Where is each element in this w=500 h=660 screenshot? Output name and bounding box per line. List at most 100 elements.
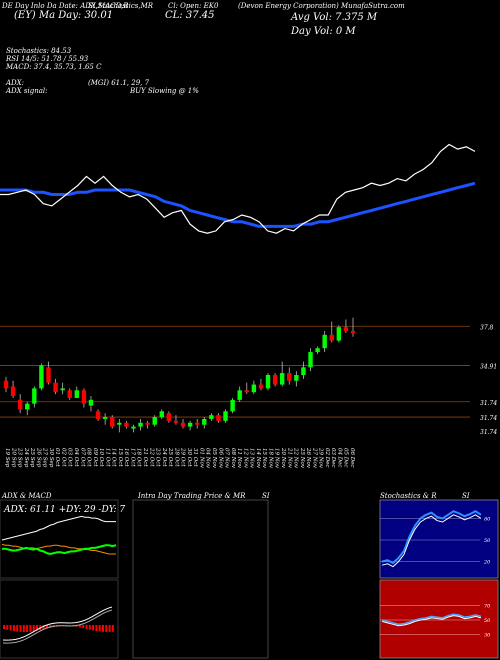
candle-body bbox=[110, 417, 115, 427]
macd-histogram-bar bbox=[45, 625, 48, 629]
x-date-label: 04 Nov bbox=[205, 448, 211, 469]
x-date-label: 19 Sep bbox=[4, 448, 10, 468]
candle-body bbox=[265, 375, 271, 389]
x-date-label: 16 Oct bbox=[123, 448, 129, 467]
level-label: 34.91 bbox=[480, 363, 497, 370]
candle-body bbox=[308, 352, 313, 368]
macd-histogram-bar bbox=[102, 625, 104, 632]
candle-body bbox=[223, 411, 228, 421]
x-date-label: 26 Sep bbox=[35, 447, 41, 468]
rsi-level-label: 50 bbox=[484, 618, 491, 624]
adx-panel-title: ADX & MACD bbox=[2, 492, 52, 500]
x-date-label: 03 Dec bbox=[330, 448, 336, 468]
candle-body bbox=[187, 422, 193, 427]
candle-body bbox=[287, 373, 292, 381]
candle-body bbox=[60, 388, 65, 391]
x-date-label: 22 Oct bbox=[148, 447, 154, 467]
candle-body bbox=[131, 426, 136, 429]
x-date-label: 14 Oct bbox=[111, 448, 117, 467]
header-day-vol: Day Vol: 0 M bbox=[291, 26, 356, 37]
header-ticker: (EY) Ma Day: 30.01 bbox=[14, 10, 114, 21]
candle-body bbox=[301, 367, 306, 375]
intraday-panel-si: SI bbox=[262, 492, 270, 500]
candle-body bbox=[173, 420, 179, 423]
level-label: 31.74 bbox=[480, 429, 497, 436]
candle-body bbox=[230, 399, 235, 412]
x-date-label: 06 Dec bbox=[349, 448, 355, 468]
candle-body bbox=[336, 327, 342, 341]
macd-histogram-bar bbox=[3, 625, 5, 629]
x-date-label: 17 Oct bbox=[129, 448, 135, 467]
macd-histogram-bar bbox=[9, 625, 12, 631]
macd-line bbox=[2, 606, 113, 641]
x-date-label: 08 Oct bbox=[86, 448, 92, 467]
candle-body bbox=[145, 422, 150, 425]
candle-body bbox=[329, 334, 334, 341]
candle-body bbox=[74, 390, 80, 398]
x-date-label: 29 Nov bbox=[318, 447, 324, 469]
x-date-label: 25 Sep bbox=[29, 447, 35, 468]
candle-body bbox=[32, 388, 37, 404]
x-date-label: 18 Nov bbox=[267, 448, 273, 469]
x-date-label: 25 Oct bbox=[167, 447, 173, 467]
intraday-panel-title: Intra Day Trading Price & MR bbox=[138, 492, 246, 500]
candle-body bbox=[53, 382, 58, 393]
x-date-label: 08 Nov bbox=[230, 448, 236, 469]
rsi-level-label: 70 bbox=[484, 604, 491, 610]
x-date-label: 05 Dec bbox=[343, 448, 349, 468]
candle-body bbox=[152, 417, 157, 425]
x-date-label: 10 Oct bbox=[98, 448, 104, 467]
candle-body bbox=[315, 348, 320, 353]
macd-histogram-bar bbox=[6, 625, 9, 630]
x-date-label: 20 Sep bbox=[10, 447, 16, 468]
x-date-label: 02 Dec bbox=[324, 448, 330, 468]
candle-body bbox=[138, 422, 143, 427]
macd-histogram-bar bbox=[36, 625, 38, 631]
level-label: 31.74 bbox=[480, 415, 497, 422]
x-date-label: 02 Oct bbox=[60, 448, 66, 467]
macd-histogram-bar bbox=[85, 625, 88, 629]
adx-main-line bbox=[1, 515, 116, 541]
x-date-label: 11 Nov bbox=[236, 448, 242, 469]
macd-histogram-bar bbox=[19, 625, 22, 632]
stoch-k-line bbox=[381, 510, 482, 565]
x-date-label: 22 Nov bbox=[293, 447, 299, 469]
candle-body bbox=[159, 411, 164, 418]
x-date-label: 13 Nov bbox=[249, 448, 255, 469]
stoch-level-label: 80 bbox=[484, 516, 491, 522]
x-date-label: 26 Nov bbox=[305, 447, 311, 469]
x-date-label: 21 Nov bbox=[286, 447, 292, 469]
macd-histogram-bar bbox=[105, 625, 108, 632]
candle-body bbox=[88, 399, 94, 406]
macd-readout: MACD: 37.4, 35.73, 1.65 C bbox=[6, 63, 102, 71]
stoch-panel-frame bbox=[379, 499, 499, 579]
adx-signal-label: ADX signal: bbox=[6, 87, 48, 95]
candle-body bbox=[124, 422, 129, 427]
x-date-label: 01 Nov bbox=[198, 448, 204, 469]
adx-plus-line bbox=[2, 544, 117, 556]
macd-histogram-bar bbox=[42, 625, 45, 630]
candle-body bbox=[10, 386, 16, 397]
x-date-label: 21 Oct bbox=[142, 447, 148, 467]
x-date-label: 23 Oct bbox=[155, 447, 161, 467]
x-date-label: 24 Oct bbox=[161, 447, 167, 467]
macd-histogram-bar bbox=[98, 625, 101, 632]
stoch-panel-title: Stochastics & R bbox=[380, 492, 437, 500]
stoch-d-line bbox=[381, 514, 482, 568]
x-date-label: 19 Nov bbox=[274, 448, 280, 469]
candle-body bbox=[350, 331, 356, 333]
macd-histogram-bar bbox=[29, 625, 32, 632]
price-line bbox=[0, 143, 476, 234]
buy-signal: BUY Slowing @ 1% bbox=[130, 87, 199, 95]
x-date-label: 12 Nov bbox=[242, 448, 248, 469]
x-date-label: 27 Nov bbox=[311, 447, 317, 469]
x-date-label: 28 Oct bbox=[173, 447, 179, 467]
level-label: 31.74 bbox=[480, 400, 497, 407]
header-price-top: Cl: Open: EK0 bbox=[168, 2, 219, 10]
stoch-panel-si: SI bbox=[462, 492, 470, 500]
x-date-label: 14 Nov bbox=[255, 448, 261, 469]
candle-body bbox=[166, 413, 172, 421]
header-dates: DE Day Inlo Da Date: ADX,MACD,B bbox=[2, 2, 129, 10]
adx-panel-readout: ADX: 61.11 +DY: 29 -DY: 7 bbox=[4, 505, 126, 515]
macd-histogram-bar bbox=[82, 625, 85, 629]
